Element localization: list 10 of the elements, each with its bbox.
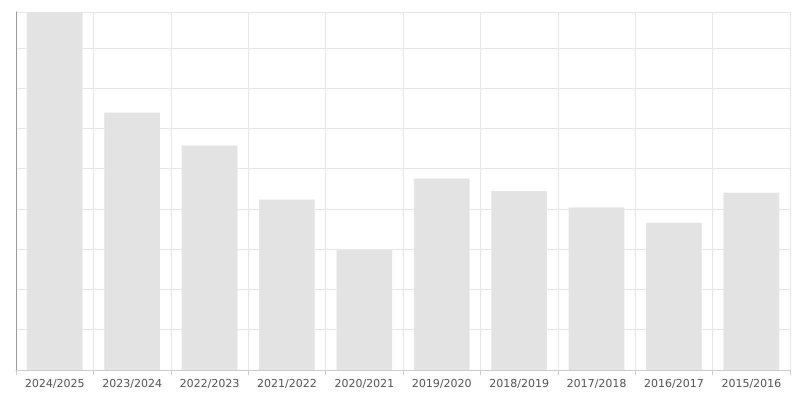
x-tick-label: 2023/2024: [102, 377, 162, 390]
x-tick-label: 2020/2021: [334, 377, 394, 390]
x-tick-label: 2019/2020: [412, 377, 472, 390]
x-tick-label: 2022/2023: [180, 377, 240, 390]
x-tick-label: 2016/2017: [644, 377, 704, 390]
x-tick-label: 2024/2025: [24, 377, 85, 390]
x-tick-label: 2021/2022: [257, 377, 317, 390]
x-tick-label: 2018/2019: [489, 377, 549, 390]
x-tick-label: 2015/2016: [721, 377, 782, 390]
x-tick-label: 2017/2018: [566, 377, 626, 390]
